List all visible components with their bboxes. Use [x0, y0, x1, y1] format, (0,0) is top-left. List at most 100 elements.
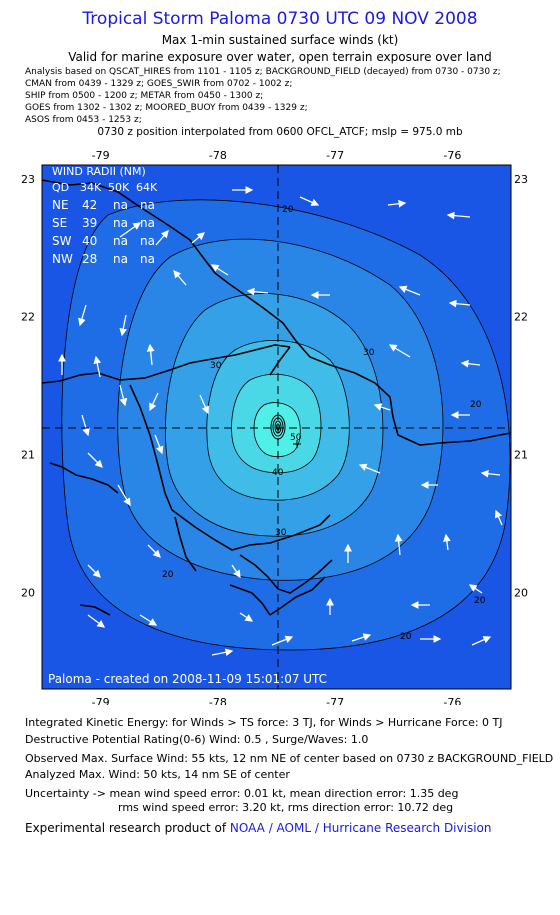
wind-arrow — [398, 285, 421, 296]
wind-arrow — [81, 414, 90, 437]
wind-radii-header-34k: 34K — [80, 181, 102, 194]
wind-arrow — [239, 612, 254, 622]
map-frame — [41, 164, 512, 690]
wind-arrow — [387, 199, 407, 208]
research-prefix: Experimental research product of — [25, 821, 230, 835]
wind-radii-ne-64k: na — [140, 198, 155, 212]
wind-radii-se-64k: na — [140, 216, 155, 230]
uncertainty-line-1: Uncertainty -> mean wind speed error: 0.… — [25, 787, 459, 800]
wind-arrow — [149, 392, 159, 412]
contour-label: 20 — [282, 205, 294, 215]
wind-arrow — [154, 434, 164, 455]
wind-arrow — [119, 384, 128, 407]
y-tick-label-left: 20 — [21, 586, 35, 599]
wind-radii-sw-64k: na — [140, 234, 155, 248]
wind-arrow — [139, 614, 158, 626]
wind-radii-title: WIND RADII (NM) — [52, 165, 146, 178]
wind-arrow — [147, 544, 161, 558]
x-tick-label-top: -77 — [326, 149, 344, 162]
contour-label: 50 — [290, 433, 302, 443]
wind-arrow — [471, 636, 492, 646]
x-tick-label-bottom: -76 — [443, 696, 461, 705]
analysis-line-5: ASOS from 0453 - 1253 z; — [25, 115, 142, 125]
observed-max-line: Observed Max. Surface Wind: 55 kts, 12 n… — [25, 752, 554, 765]
wind-arrow — [211, 648, 234, 657]
y-tick-label-right: 21 — [514, 449, 528, 462]
wind-radii-ne-34k: 42 — [82, 198, 97, 212]
chart-title: Tropical Storm Paloma 0730 UTC 09 NOV 20… — [82, 9, 478, 29]
wind-arrow — [448, 299, 471, 308]
chart-subtitle: Max 1-min sustained surface winds (kt) — [161, 33, 399, 47]
y-tick-label-right: 20 — [514, 586, 528, 599]
wind-arrow — [358, 463, 381, 474]
wind-arrow — [87, 614, 106, 628]
x-tick-label-bottom: -77 — [326, 696, 344, 705]
contour-label: 30 — [210, 361, 222, 371]
x-tick-label-top: -78 — [209, 149, 227, 162]
wind-radii-se-50k: na — [113, 216, 128, 230]
wind-arrow — [231, 564, 241, 579]
wind-radii-header-64k: 64K — [136, 181, 158, 194]
wind-arrow — [271, 635, 294, 646]
position-line: 0730 z position interpolated from 0600 O… — [97, 126, 463, 138]
y-tick-label-right: 22 — [514, 311, 528, 324]
analyzed-max-line: Analyzed Max. Wind: 50 kts, 14 nm SE of … — [25, 768, 290, 781]
wind-arrow — [155, 230, 169, 246]
y-tick-label-left: 21 — [21, 449, 35, 462]
contour-label: 20 — [400, 632, 412, 642]
y-tick-label-left: 23 — [21, 173, 35, 186]
wind-arrow — [442, 533, 451, 551]
contour-label: 20 — [162, 570, 174, 580]
wind-map: -79 -79 -78 -78 -77 -77 -76 -76 23 23 22 22 21 21 20 20 — [21, 149, 528, 705]
x-tick-label-top: -79 — [92, 149, 110, 162]
contour-label: 30 — [275, 528, 287, 538]
analysis-line-1: Analysis based on QSCAT_HIRES from 1101 … — [25, 67, 501, 77]
x-tick-label-bottom: -79 — [92, 696, 110, 705]
contour-labels: 20 30 40 50 20 30 30 20 20 20 — [162, 205, 486, 642]
wind-arrow — [119, 314, 128, 337]
wind-contours — [61, 199, 511, 651]
wind-radii-nw-50k: na — [113, 252, 128, 266]
wind-radii-se-qd: SE — [52, 216, 67, 230]
wind-radii-nw-64k: na — [140, 252, 155, 266]
wind-arrow — [87, 452, 103, 468]
chart-subtitle-exposure: Valid for marine exposure over water, op… — [68, 50, 492, 64]
wind-radii-table: WIND RADII (NM) QD 34K 50K 64K NE 42 na … — [52, 165, 158, 266]
analysis-line-4: GOES from 1302 - 1302 z; MOORED_BUOY fro… — [25, 103, 308, 113]
wind-vectors — [58, 186, 503, 657]
coastline — [42, 179, 511, 616]
wind-arrow — [299, 196, 320, 206]
analysis-line-3: SHIP from 0500 - 1200 z; METAR from 0450… — [25, 91, 264, 101]
wind-radii-se-34k: 39 — [82, 216, 97, 230]
analysis-line-2: CMAN from 0439 - 1329 z; GOES_SWIR from … — [25, 79, 293, 89]
research-line: Experimental research product of NOAA / … — [25, 821, 491, 835]
wind-arrow — [394, 533, 403, 556]
wind-arrow — [93, 355, 102, 378]
wind-arrow — [78, 304, 87, 327]
wind-radii-nw-34k: 28 — [82, 252, 97, 266]
wind-arrow — [119, 222, 142, 238]
x-tick-label-top: -76 — [443, 149, 461, 162]
wind-radii-nw-qd: NW — [52, 252, 73, 266]
wind-arrow — [388, 344, 411, 358]
wind-arrow — [373, 403, 391, 411]
wind-arrow — [446, 211, 471, 220]
contour-label: 40 — [272, 468, 284, 478]
wind-arrow — [468, 584, 483, 594]
y-tick-label-left: 22 — [21, 311, 35, 324]
wind-radii-ne-50k: na — [113, 198, 128, 212]
wind-radii-sw-34k: 40 — [82, 234, 97, 248]
dpr-line: Destructive Potential Rating(0-6) Wind: … — [25, 733, 369, 746]
research-org-link[interactable]: NOAA / AOML / Hurricane Research Divisio… — [229, 821, 492, 835]
contour-label: 20 — [470, 400, 482, 410]
credit-line: Paloma - created on 2008-11-09 15:01:07 … — [48, 672, 327, 686]
wind-arrow — [494, 509, 503, 526]
wind-radii-ne-qd: NE — [52, 198, 69, 212]
wind-radii-header-qd: QD — [52, 181, 69, 194]
contour-label: 30 — [363, 348, 375, 358]
wind-arrow — [191, 232, 205, 244]
x-tick-label-bottom: -78 — [209, 696, 227, 705]
wind-radii-sw-50k: na — [113, 234, 128, 248]
wind-arrow — [87, 564, 101, 578]
wind-arrow — [173, 270, 187, 286]
